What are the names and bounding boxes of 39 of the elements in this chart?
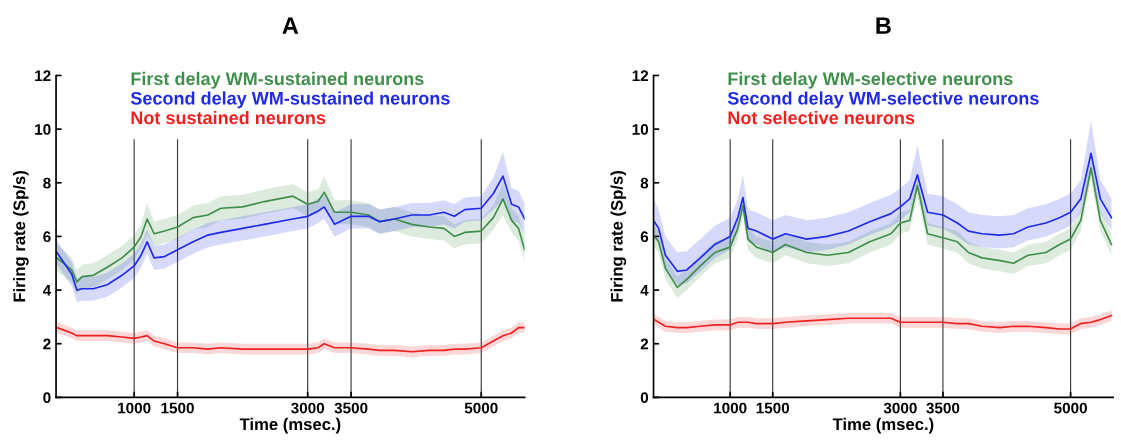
y-tick-label: 0 (640, 392, 649, 404)
text: Not sustained neurons (131, 110, 326, 125)
x-tick-label: 1500 (161, 402, 194, 414)
line-series (653, 152, 1113, 273)
x-tick-label: 3000 (883, 402, 917, 414)
x-tick-label: 5000 (464, 402, 498, 414)
x-tick-label: 1000 (118, 402, 151, 414)
y-axis-title: Firing rate (Sp/s) (610, 171, 627, 302)
text: First delay WM-sustained neurons (131, 71, 424, 89)
y-tick-label: 12 (632, 70, 649, 82)
y-tick-label: 8 (43, 177, 51, 189)
y-tick-label: 2 (43, 338, 51, 350)
text: Second delay WM-sustained neurons (130, 91, 450, 109)
x-tick-label: 1000 (714, 402, 747, 414)
text: Not selective neurons (728, 110, 915, 125)
line-series (653, 314, 1113, 330)
x-tick-label: 3000 (291, 402, 325, 414)
y-tick-label: 4 (640, 285, 649, 296)
x-tick-label: 1500 (756, 402, 790, 414)
line-series (56, 191, 525, 283)
text: Second delay WM-selective neurons (727, 91, 1039, 109)
y-tick-label: 6 (43, 231, 51, 243)
y-tick-label: 10 (35, 124, 51, 135)
y-axis-title: Firing rate (Sp/s) (13, 171, 29, 302)
y-tick-label: 0 (43, 392, 51, 404)
x-tick-label: 3500 (334, 402, 368, 414)
text: First delay WM-selective neurons (728, 71, 1013, 89)
y-tick-label: 10 (632, 124, 649, 135)
x-tick-label: 5000 (1054, 402, 1087, 414)
x-tick-label: 3500 (926, 402, 960, 414)
y-tick-label: 12 (35, 70, 51, 82)
x-axis-title: Time (msec.) (239, 417, 341, 434)
y-tick-label: 8 (640, 177, 649, 189)
x-axis-title: Time (msec.) (832, 417, 934, 434)
chart-title: A (282, 17, 299, 34)
y-tick-label: 6 (640, 231, 649, 243)
y-tick-label: 2 (640, 338, 649, 350)
y-tick-label: 4 (42, 285, 52, 296)
chart-title: B (876, 17, 891, 34)
